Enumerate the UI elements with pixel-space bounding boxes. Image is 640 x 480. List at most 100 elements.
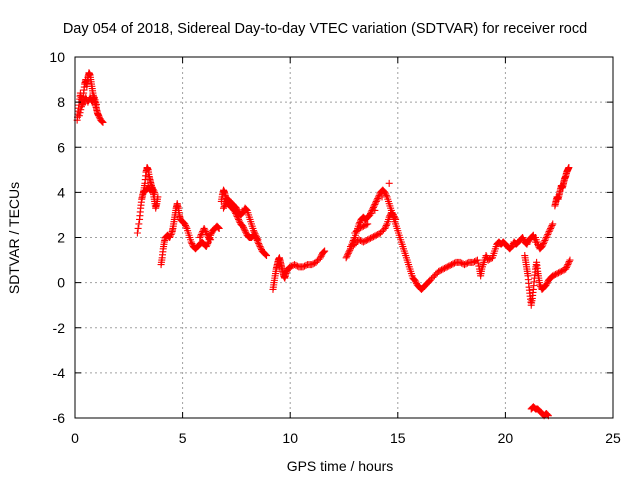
x-tick-label: 5 bbox=[179, 430, 187, 446]
data-point bbox=[519, 235, 527, 243]
data-point bbox=[367, 208, 375, 216]
data-point bbox=[261, 250, 269, 258]
data-point bbox=[77, 103, 85, 111]
data-point bbox=[135, 220, 143, 228]
data-point bbox=[253, 234, 261, 242]
data-point bbox=[540, 238, 548, 246]
data-point bbox=[235, 217, 243, 225]
data-point bbox=[98, 117, 106, 125]
data-point bbox=[391, 214, 399, 222]
y-tick-label: -6 bbox=[53, 410, 66, 426]
data-point bbox=[411, 276, 419, 284]
data-point bbox=[565, 164, 573, 172]
data-point bbox=[539, 240, 547, 248]
y-tick-label: -4 bbox=[53, 365, 66, 381]
data-point bbox=[201, 226, 209, 234]
data-point bbox=[370, 202, 378, 210]
data-point bbox=[382, 221, 390, 229]
x-axis: 0 5 10 15 20 25 bbox=[71, 57, 621, 446]
data-point bbox=[367, 209, 375, 217]
data-point bbox=[262, 251, 270, 259]
y-tick-label: -2 bbox=[53, 320, 66, 336]
data-point bbox=[206, 235, 214, 243]
data-point bbox=[390, 212, 398, 220]
data-point bbox=[544, 411, 552, 419]
data-point bbox=[252, 231, 260, 239]
data-point bbox=[197, 232, 205, 240]
data-point bbox=[372, 197, 380, 205]
data-point bbox=[392, 215, 400, 223]
y-axis-label: SDTVAR / TECUs bbox=[6, 182, 22, 294]
data-point bbox=[167, 230, 175, 238]
data-point bbox=[95, 113, 103, 121]
data-point bbox=[222, 200, 230, 208]
data-point bbox=[385, 213, 393, 221]
data-point bbox=[544, 230, 552, 238]
data-point bbox=[257, 244, 265, 252]
data-point bbox=[241, 227, 249, 235]
data-point bbox=[565, 258, 573, 266]
data-point bbox=[133, 229, 141, 237]
data-point bbox=[519, 234, 527, 241]
data-point bbox=[203, 241, 211, 249]
data-point bbox=[544, 229, 552, 237]
x-tick-label: 0 bbox=[71, 430, 79, 446]
x-axis-label: GPS time / hours bbox=[287, 458, 394, 474]
data-point bbox=[203, 230, 211, 238]
data-point bbox=[148, 184, 156, 192]
data-point bbox=[343, 252, 351, 260]
data-point bbox=[321, 247, 329, 255]
y-tick-label: 4 bbox=[57, 184, 65, 200]
data-point bbox=[566, 256, 574, 264]
data-point bbox=[282, 270, 290, 278]
data-point bbox=[181, 221, 189, 229]
data-point bbox=[202, 229, 210, 237]
data-point bbox=[196, 234, 204, 241]
data-point bbox=[95, 112, 103, 120]
data-point bbox=[549, 220, 557, 228]
data-point bbox=[362, 221, 370, 229]
data-point bbox=[242, 206, 250, 214]
data-point bbox=[366, 211, 374, 219]
data-point bbox=[233, 206, 241, 214]
data-point bbox=[524, 239, 532, 247]
y-tick-label: 6 bbox=[57, 139, 65, 155]
data-point bbox=[204, 240, 212, 248]
data-point bbox=[182, 223, 190, 231]
y-axis: -6 -4 -2 0 2 4 6 8 10 bbox=[49, 49, 613, 426]
data-point bbox=[371, 206, 379, 214]
data-point bbox=[316, 254, 324, 262]
data-point bbox=[154, 193, 162, 201]
data-point bbox=[98, 118, 106, 126]
data-point bbox=[542, 235, 550, 243]
data-point bbox=[240, 225, 248, 233]
data-point bbox=[539, 241, 547, 249]
data-point bbox=[564, 261, 572, 269]
data-point bbox=[382, 190, 390, 198]
data-point bbox=[93, 100, 101, 108]
data-point bbox=[542, 281, 550, 289]
data-point bbox=[221, 201, 229, 209]
data-point bbox=[369, 203, 377, 211]
data-point bbox=[250, 227, 258, 235]
data-point bbox=[547, 223, 555, 231]
data-point bbox=[242, 228, 250, 236]
x-tick-label: 25 bbox=[605, 430, 621, 446]
data-point bbox=[166, 234, 174, 241]
data-point bbox=[181, 220, 189, 228]
data-point bbox=[542, 234, 550, 241]
data-point bbox=[75, 112, 83, 120]
data-point bbox=[77, 106, 85, 114]
data-point bbox=[319, 249, 327, 257]
data-point bbox=[187, 238, 195, 246]
data-point bbox=[371, 200, 379, 208]
data-point bbox=[252, 233, 260, 241]
data-point bbox=[214, 223, 222, 231]
data-point bbox=[220, 203, 228, 211]
data-point bbox=[373, 196, 381, 204]
data-point bbox=[134, 224, 142, 232]
y-tick-label: 2 bbox=[57, 230, 65, 246]
data-point bbox=[254, 236, 262, 244]
data-point bbox=[344, 251, 352, 259]
data-point bbox=[251, 230, 259, 238]
